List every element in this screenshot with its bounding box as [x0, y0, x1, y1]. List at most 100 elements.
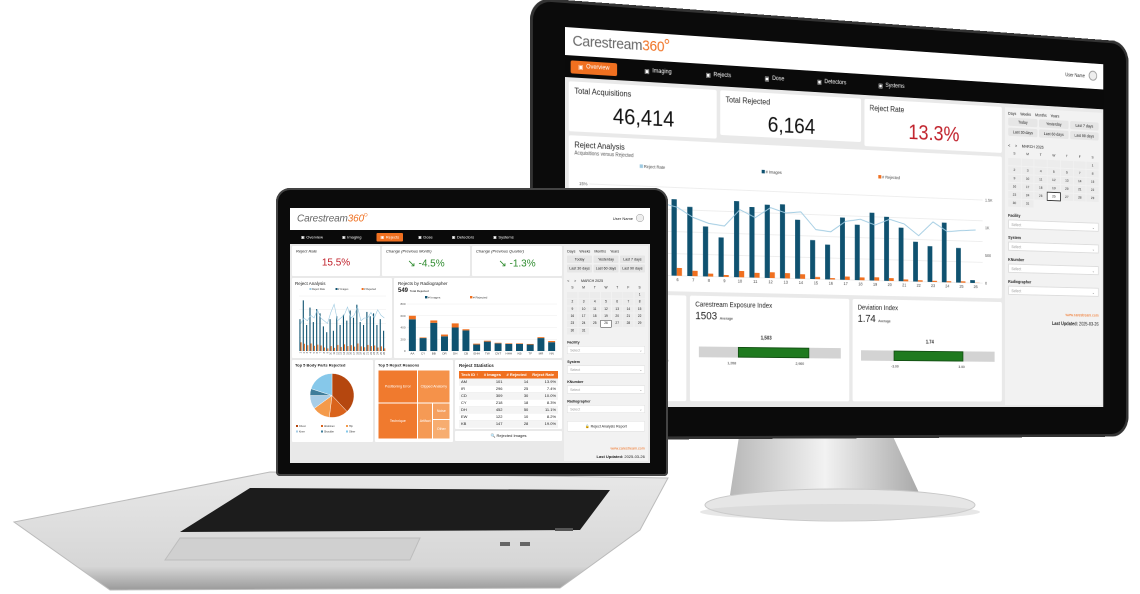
table-row[interactable]: HI1763016.2%	[459, 427, 558, 429]
range-button[interactable]: Today	[567, 255, 592, 263]
calendar-day[interactable]: 14	[623, 306, 634, 313]
nav-tab-detectors[interactable]: ▣ Detectors	[810, 75, 853, 90]
facility-select[interactable]: Select ⌄	[1008, 219, 1099, 232]
range-button[interactable]: Last 30 days	[567, 264, 592, 273]
calendar-day[interactable]: 25	[589, 320, 600, 328]
nav-tab-detectors[interactable]: ▣ Detectors	[448, 233, 478, 242]
rejected-images-button[interactable]: 🔍 Rejected Images	[455, 431, 562, 441]
range-button[interactable]: Last 60 days	[1039, 129, 1069, 140]
radiographer-select[interactable]: Select ⌄	[1008, 285, 1099, 297]
range-button[interactable]: Yesterday	[1039, 119, 1069, 130]
calendar-day[interactable]: 5	[1047, 168, 1060, 176]
calendar-day[interactable]: 12	[600, 306, 612, 313]
calendar-day[interactable]: 22	[634, 313, 645, 320]
period-tab-days[interactable]: Days	[567, 249, 576, 254]
calendar-day[interactable]: 27	[611, 320, 623, 328]
facility-select[interactable]: Select ⌄	[567, 346, 645, 355]
column-header[interactable]: # Images	[481, 371, 505, 379]
calendar-prev-icon[interactable]: <	[567, 278, 570, 284]
calendar-day[interactable]: 19	[600, 313, 612, 320]
range-button[interactable]: Yesterday	[593, 255, 619, 263]
calendar-day[interactable]: 23	[567, 320, 578, 328]
calendar-day[interactable]: 3	[578, 299, 589, 306]
calendar-day[interactable]: 13	[1060, 176, 1073, 185]
calendar-day[interactable]: 29	[1086, 194, 1099, 203]
calendar-day[interactable]: 26	[600, 320, 612, 328]
calendar-day[interactable]: 31	[1021, 199, 1034, 208]
calendar-day[interactable]: 20	[1060, 185, 1073, 193]
range-button[interactable]: Last 90 days	[1069, 130, 1099, 141]
calendar-day[interactable]: 23	[1008, 190, 1021, 199]
nav-tab-systems[interactable]: ▣ Systems	[489, 233, 518, 242]
nav-tab-dose[interactable]: ▣ Dose	[414, 233, 437, 242]
trackpad[interactable]	[164, 537, 421, 561]
calendar-day[interactable]: 10	[578, 306, 589, 313]
calendar-day[interactable]: 15	[1086, 178, 1099, 186]
user-name[interactable]: User Name	[1065, 72, 1085, 80]
range-button[interactable]: Last 60 days	[593, 264, 619, 273]
system-select[interactable]: Select ⌄	[1008, 241, 1099, 254]
period-tab-months[interactable]: Months	[1034, 112, 1047, 118]
user-name[interactable]: User Name	[612, 216, 633, 222]
carestream-link[interactable]: www.carestream.com	[1065, 312, 1099, 318]
calendar-day[interactable]: 18	[589, 313, 600, 320]
calendar-day[interactable]: 29	[634, 320, 645, 328]
period-tab-months[interactable]: Months	[594, 249, 607, 254]
period-tab-years[interactable]: Years	[1050, 113, 1060, 119]
calendar-day[interactable]: 7	[623, 299, 634, 306]
calendar-day[interactable]: 9	[1008, 174, 1021, 183]
period-tab-weeks[interactable]: Weeks	[579, 249, 591, 254]
treemap-cell[interactable]: Positioning Error	[378, 370, 418, 404]
calendar-day[interactable]: 2	[567, 299, 578, 306]
calendar-day[interactable]: 6	[1060, 168, 1073, 177]
table-row[interactable]: KB 147 28 19.0%	[459, 420, 558, 428]
range-button[interactable]: Last 7 days	[619, 255, 645, 263]
calendar-day[interactable]: 8	[1086, 169, 1099, 178]
treemap-cell[interactable]: Other	[432, 419, 450, 439]
table-row[interactable]: CY 218 18 8.3%	[459, 399, 558, 407]
calendar-day[interactable]: 6	[611, 299, 623, 306]
calendar-day[interactable]: 10	[1021, 175, 1034, 183]
calendar-day[interactable]: 17	[578, 313, 589, 320]
calendar-day[interactable]: 14	[1073, 177, 1086, 186]
calendar-prev-icon[interactable]: <	[1008, 143, 1011, 148]
calendar-day[interactable]: 17	[1021, 183, 1034, 192]
column-header[interactable]: # Rejected	[504, 371, 531, 379]
period-tab-years[interactable]: Years	[610, 249, 620, 254]
carestream-link[interactable]: www.carestream.com	[610, 445, 645, 451]
range-button[interactable]: Last 7 days	[1069, 120, 1099, 131]
calendar-day[interactable]: 27	[1060, 193, 1073, 201]
calendar-day[interactable]: 19	[1047, 184, 1060, 193]
calendar-day[interactable]: 20	[611, 313, 623, 320]
user-avatar-icon[interactable]	[636, 214, 644, 222]
treemap-cell[interactable]: Clipped Anatomy	[417, 370, 450, 404]
range-button[interactable]: Today	[1008, 117, 1038, 128]
calendar-day[interactable]: 13	[611, 306, 623, 313]
calendar-day[interactable]: 16	[567, 313, 578, 320]
calendar-day[interactable]: 18	[1034, 183, 1047, 192]
calendar-day[interactable]: 16	[1008, 182, 1021, 191]
calendar-next-icon[interactable]: >	[1015, 143, 1018, 149]
period-tab-days[interactable]: Days	[1008, 110, 1017, 117]
nav-tab-imaging[interactable]: ▣ Imaging	[637, 64, 679, 79]
range-button[interactable]: Last 90 days	[619, 264, 645, 273]
keyboard[interactable]	[180, 488, 610, 532]
calendar-day[interactable]: 3	[1021, 166, 1034, 175]
nav-tab-dose[interactable]: ▣ Dose	[758, 72, 792, 87]
calendar-day[interactable]: 8	[634, 299, 645, 306]
calendar-day[interactable]: 21	[1073, 185, 1086, 194]
nav-tab-rejects[interactable]: ▣ Rejects	[699, 68, 739, 83]
user-avatar-icon[interactable]	[1088, 70, 1098, 81]
nav-tab-imaging[interactable]: ▣ Imaging	[338, 233, 366, 242]
calendar-day[interactable]: 28	[1073, 193, 1086, 202]
column-header[interactable]: Tech ID ↑	[459, 371, 482, 379]
calendar-day[interactable]: 31	[578, 327, 589, 335]
calendar-day[interactable]: 24	[578, 320, 589, 328]
calendar-day[interactable]: 25	[1034, 192, 1047, 200]
calendar-day[interactable]: 1	[634, 291, 645, 299]
calendar-day[interactable]: 2	[1008, 166, 1021, 175]
nav-tab-rejects[interactable]: ▣ Rejects	[376, 232, 404, 242]
range-button[interactable]: Last 30 days	[1008, 127, 1038, 138]
calendar-day[interactable]: 7	[1073, 169, 1086, 178]
calendar-day[interactable]: 11	[589, 306, 600, 313]
